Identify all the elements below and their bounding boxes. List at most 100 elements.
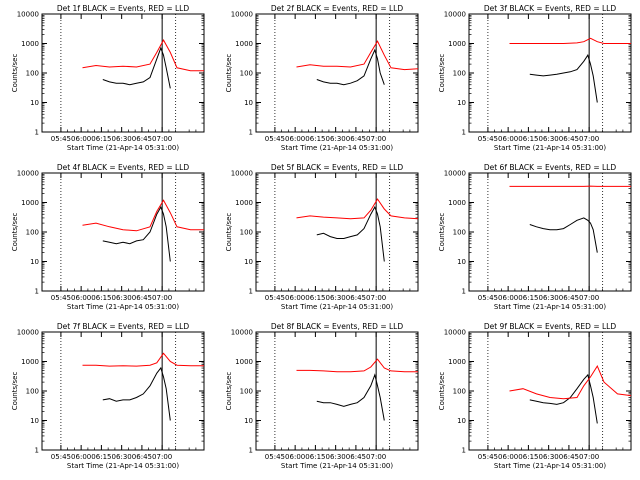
events-series xyxy=(316,48,385,86)
y-tick-label: 10000 xyxy=(444,329,466,337)
lld-series xyxy=(82,352,204,367)
y-tick-label: 10 xyxy=(30,258,39,266)
y-tick-label: 100 xyxy=(240,388,253,396)
y-tick-label: 10000 xyxy=(17,11,39,19)
y-tick-label: 10000 xyxy=(444,11,466,19)
lld-series xyxy=(296,40,419,71)
x-tick-label: 05:45 xyxy=(51,294,71,302)
events-series xyxy=(102,46,171,89)
plot-frame xyxy=(468,331,632,451)
panel-6: Det 6f BLACK = Events, RED = LLD 1 10 100 10… xyxy=(438,163,632,311)
panel-title: Det 6f BLACK = Events, RED = LLD xyxy=(484,163,617,172)
y-tick-label: 1000 xyxy=(235,358,253,366)
x-tick-label: 06:30 xyxy=(326,453,346,461)
x-tick-label: 06:15 xyxy=(305,453,325,461)
y-tick-label: 10000 xyxy=(17,170,39,178)
panel-title: Det 3f BLACK = Events, RED = LLD xyxy=(484,4,617,13)
y-tick-label: 10 xyxy=(457,417,466,425)
x-tick-label: 06:30 xyxy=(112,135,132,143)
plot-frame xyxy=(468,172,632,292)
y-tick-label: 10 xyxy=(30,417,39,425)
events-series xyxy=(316,373,385,421)
y-tick-label: 1 xyxy=(249,288,253,296)
y-tick-label: 1 xyxy=(35,129,39,137)
x-tick-label: 06:45 xyxy=(559,294,579,302)
x-axis-label: Start Time (21-Apr-14 05:31:00) xyxy=(67,144,179,152)
plot-frame xyxy=(255,13,419,133)
x-tick-label: 07:00 xyxy=(366,294,386,302)
y-tick-label: 1 xyxy=(462,288,466,296)
y-tick-label: 1 xyxy=(249,447,253,455)
x-tick-label: 05:45 xyxy=(51,135,71,143)
x-tick-label: 06:30 xyxy=(326,135,346,143)
y-tick-label: 10 xyxy=(244,99,253,107)
panel-1: Det 1f BLACK = Events, RED = LLD 1 10 100 10… xyxy=(11,4,205,152)
panel-title: Det 4f BLACK = Events, RED = LLD xyxy=(57,163,190,172)
x-tick-label: 05:45 xyxy=(51,453,71,461)
x-tick-label: 06:15 xyxy=(518,453,538,461)
x-tick-label: 06:00 xyxy=(71,453,91,461)
x-tick-label: 06:00 xyxy=(285,453,305,461)
x-tick-label: 07:00 xyxy=(366,135,386,143)
lld-series xyxy=(82,39,204,72)
panel-title: Det 5f BLACK = Events, RED = LLD xyxy=(271,163,404,172)
events-series xyxy=(316,205,385,262)
x-tick-label: 06:45 xyxy=(346,135,366,143)
y-axis-label: Counts/sec xyxy=(11,372,19,411)
y-tick-label: 100 xyxy=(26,388,39,396)
lld-series xyxy=(296,198,419,220)
x-tick-label: 06:45 xyxy=(346,294,366,302)
x-axis-label: Start Time (21-Apr-14 05:31:00) xyxy=(494,462,606,470)
y-tick-label: 1 xyxy=(249,129,253,137)
events-series xyxy=(529,217,598,253)
x-axis-label: Start Time (21-Apr-14 05:31:00) xyxy=(281,303,393,311)
y-tick-label: 10000 xyxy=(231,329,253,337)
x-tick-label: 07:00 xyxy=(579,135,599,143)
y-tick-label: 10 xyxy=(457,258,466,266)
x-tick-label: 06:00 xyxy=(71,135,91,143)
x-tick-label: 06:45 xyxy=(559,453,579,461)
plot-frame xyxy=(41,172,205,292)
y-tick-label: 10000 xyxy=(231,11,253,19)
x-tick-label: 06:45 xyxy=(559,135,579,143)
y-tick-label: 100 xyxy=(26,229,39,237)
panel-2: Det 2f BLACK = Events, RED = LLD 1 10 100 10… xyxy=(225,4,419,152)
x-axis-label: Start Time (21-Apr-14 05:31:00) xyxy=(281,144,393,152)
y-tick-label: 10000 xyxy=(444,170,466,178)
x-tick-label: 06:30 xyxy=(326,294,346,302)
y-axis-label: Counts/sec xyxy=(11,54,19,93)
y-tick-label: 1 xyxy=(462,447,466,455)
y-tick-label: 10000 xyxy=(17,329,39,337)
y-tick-label: 1 xyxy=(462,129,466,137)
plot-frame xyxy=(255,172,419,292)
y-tick-label: 100 xyxy=(240,70,253,78)
y-tick-label: 10 xyxy=(244,417,253,425)
y-axis-label: Counts/sec xyxy=(438,54,446,93)
y-tick-label: 10 xyxy=(244,258,253,266)
x-tick-label: 07:00 xyxy=(152,294,172,302)
x-tick-label: 06:00 xyxy=(498,453,518,461)
y-axis-label: Counts/sec xyxy=(11,213,19,252)
panel-5: Det 5f BLACK = Events, RED = LLD 1 10 100 10… xyxy=(225,163,419,311)
x-tick-label: 06:00 xyxy=(498,135,518,143)
panel-title: Det 8f BLACK = Events, RED = LLD xyxy=(271,322,404,331)
x-tick-label: 06:15 xyxy=(518,294,538,302)
x-tick-label: 06:30 xyxy=(112,294,132,302)
x-tick-label: 06:45 xyxy=(346,453,366,461)
x-tick-label: 07:00 xyxy=(152,453,172,461)
y-tick-label: 1000 xyxy=(448,358,466,366)
x-tick-label: 06:30 xyxy=(539,453,559,461)
x-axis-label: Start Time (21-Apr-14 05:31:00) xyxy=(67,462,179,470)
panel-9: Det 9f BLACK = Events, RED = LLD 1 10 100 10… xyxy=(438,322,632,470)
plot-frame xyxy=(41,331,205,451)
y-axis-label: Counts/sec xyxy=(225,372,233,411)
plot-frame xyxy=(468,13,632,133)
x-tick-label: 05:45 xyxy=(478,453,498,461)
x-tick-label: 06:00 xyxy=(285,135,305,143)
x-tick-label: 06:30 xyxy=(539,294,559,302)
y-tick-label: 1 xyxy=(35,288,39,296)
x-tick-label: 06:45 xyxy=(132,453,152,461)
x-tick-label: 05:45 xyxy=(265,453,285,461)
panel-3: Det 3f BLACK = Events, RED = LLD 1 10 100 10… xyxy=(438,4,632,152)
x-tick-label: 05:45 xyxy=(478,294,498,302)
